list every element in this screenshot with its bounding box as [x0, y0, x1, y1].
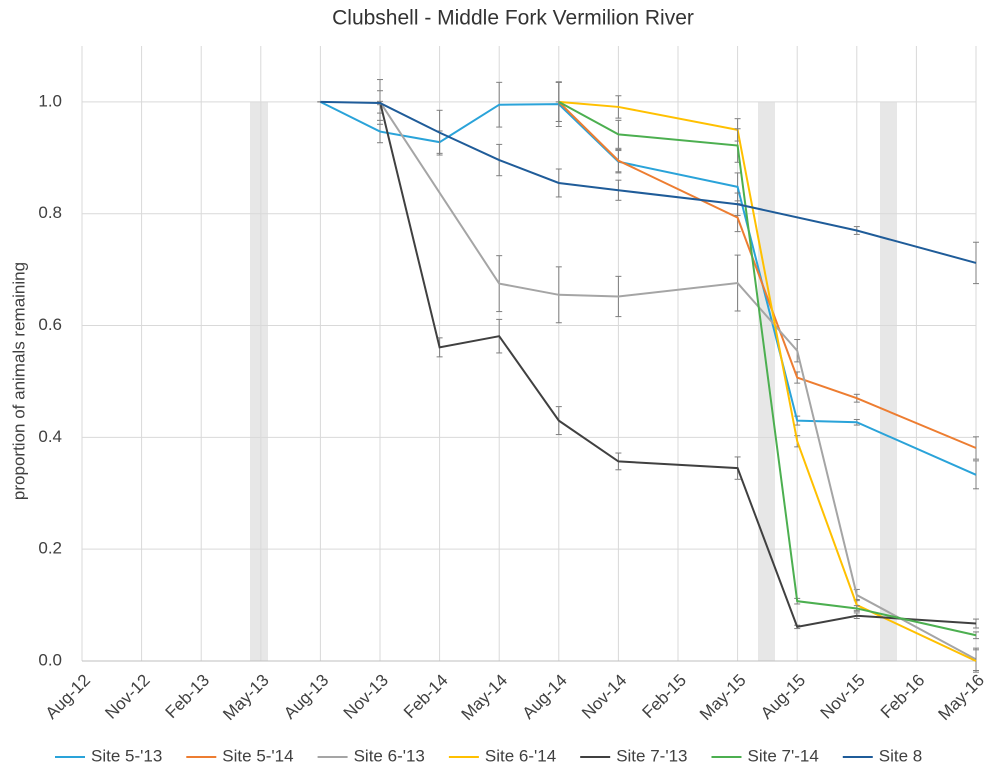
x-tick-label: Nov-13: [340, 671, 392, 723]
x-tick-label: Nov-12: [101, 671, 153, 723]
legend-label: Site 5-'14: [222, 746, 293, 765]
shaded-period: [758, 102, 775, 661]
y-tick-label: 0.0: [38, 650, 62, 669]
x-tick-label: Aug-12: [42, 671, 94, 723]
chart-title: Clubshell - Middle Fork Vermilion River: [332, 7, 694, 30]
x-tick-label: Feb-13: [162, 671, 214, 723]
y-tick-label: 0.8: [38, 203, 62, 222]
y-tick-label: 0.2: [38, 539, 62, 558]
legend-label: Site 7'-14: [747, 746, 818, 765]
series-line: [558, 100, 977, 662]
legend-label: Site 6-'14: [485, 746, 556, 765]
x-tick-label: May-13: [219, 671, 273, 725]
y-tick-label: 0.6: [38, 315, 62, 334]
x-tick-label: Aug-15: [757, 671, 809, 723]
series-line: [320, 100, 977, 264]
x-tick-label: Feb-14: [400, 671, 452, 723]
legend-label: Site 8: [879, 746, 922, 765]
x-tick-label: Nov-14: [578, 671, 630, 723]
legend-label: Site 6-'13: [354, 746, 425, 765]
x-tick-label: May-14: [458, 671, 512, 725]
y-tick-label: 0.4: [38, 427, 62, 446]
series-line: [379, 101, 977, 629]
shaded-period: [880, 102, 897, 661]
y-tick-label: 1.0: [38, 91, 62, 110]
legend-label: Site 7-'13: [616, 746, 687, 765]
x-tick-label: May-16: [934, 671, 988, 725]
series-line: [319, 101, 977, 476]
series-line: [558, 101, 977, 637]
legend-label: Site 5-'13: [91, 746, 162, 765]
x-tick-label: Feb-16: [877, 671, 929, 723]
series-line: [379, 101, 977, 661]
y-axis-label: proportion of animals remaining: [9, 262, 28, 500]
x-tick-label: May-15: [696, 671, 750, 725]
x-tick-label: Nov-15: [817, 671, 869, 723]
series-line: [558, 101, 977, 449]
shaded-period: [250, 102, 268, 661]
x-tick-label: Feb-15: [638, 671, 690, 723]
x-tick-label: Aug-13: [280, 671, 332, 723]
x-tick-label: Aug-14: [519, 671, 571, 723]
